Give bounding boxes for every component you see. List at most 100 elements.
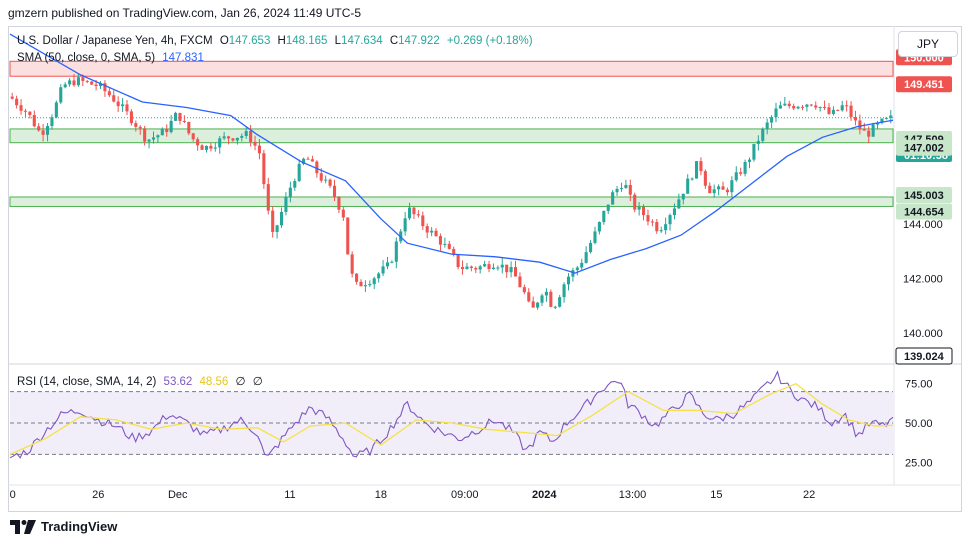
candle-body [116, 101, 120, 107]
candle-body [478, 266, 482, 270]
candle-body [385, 262, 390, 267]
candle-body [619, 188, 624, 190]
candle-body [182, 120, 186, 122]
candle-body [310, 159, 314, 162]
horizontal-zones [9, 60, 894, 207]
rsi-tick-label: 25.00 [905, 457, 933, 469]
candle-body [491, 267, 495, 270]
zone-red-0 [9, 60, 894, 77]
candle-body [319, 173, 323, 181]
rsi-line [9, 370, 894, 459]
main-legend[interactable]: U.S. Dollar / Japanese Yen, 4h, FXCM O14… [17, 35, 533, 47]
candle-body [196, 139, 200, 146]
candle-body [876, 122, 880, 125]
candle-body [553, 306, 557, 308]
price-labels: 150.000149.451147.92201:10:58147.509147.… [895, 49, 953, 365]
price-label-box [896, 203, 952, 220]
candle-body [672, 208, 677, 216]
candle-body [209, 145, 213, 149]
price-label-zone-red: 149.451 [896, 76, 952, 93]
axes: 140.000 142.000 144.000 25.00 50.00 75.00 0 26 D… [10, 219, 943, 501]
currency-button[interactable]: JPY [898, 31, 958, 57]
candle-body [858, 120, 862, 130]
candle-body [355, 273, 359, 282]
time-tick-label: 15 [710, 489, 722, 501]
price-tick-label: 140.000 [903, 328, 943, 340]
candle-body [611, 192, 615, 205]
rsi-legend[interactable]: RSI (14, close, SMA, 14, 2) 53.62 48.56 … [17, 374, 263, 388]
candle-body [849, 105, 853, 117]
candle-body [809, 104, 813, 106]
sma-value: 147.831 [162, 52, 204, 64]
candle-body [165, 129, 169, 133]
zone-green-2 [9, 196, 894, 207]
candle-body [589, 242, 593, 253]
candle-body [275, 225, 279, 232]
rsi-sma-line [9, 382, 894, 455]
candle-body [324, 179, 328, 181]
time-tick-label: 0 [10, 489, 16, 501]
sma-series [9, 33, 894, 274]
candle-body [730, 180, 734, 193]
time-tick-label: Dec [168, 489, 188, 501]
candle-body [867, 130, 871, 137]
candle-body [408, 207, 412, 219]
candle-body [306, 158, 310, 160]
tradingview-logo[interactable]: TradingView [10, 519, 117, 534]
candle-body [690, 178, 694, 180]
candle-body [739, 172, 743, 174]
candle-body [805, 104, 809, 107]
candle-body [425, 226, 429, 233]
candle-body [156, 135, 160, 138]
candle-body [677, 199, 681, 209]
zone-green-1 [9, 128, 894, 144]
candle-body [880, 118, 884, 123]
candle-body [602, 210, 606, 223]
candle-body [827, 107, 831, 114]
rsi-extra-1: ∅ [235, 376, 246, 388]
candle-body [747, 159, 752, 162]
candle-body [624, 184, 628, 189]
candle-body [226, 136, 231, 139]
candle-body [783, 103, 787, 106]
candle-body [341, 209, 345, 218]
price-label-box [896, 139, 952, 156]
candle-body [558, 297, 562, 307]
candle-body [840, 105, 844, 111]
price-label-zone-green: 145.003 [896, 186, 952, 203]
candle-body [800, 106, 805, 108]
candle-body [694, 161, 699, 179]
high-label: H [277, 35, 286, 47]
candle-body [174, 112, 178, 121]
sma-legend[interactable]: SMA (50, close, 0, SMA, 5) 147.831 [17, 52, 204, 64]
candle-body [332, 185, 337, 198]
candle-body [81, 77, 85, 81]
open-label: O [219, 35, 229, 47]
brand-text: TradingView [41, 519, 118, 534]
candle-body [368, 284, 372, 286]
time-tick-label: 13:00 [619, 489, 647, 501]
candle-body [94, 84, 98, 87]
price-label-text: 149.451 [904, 79, 944, 91]
candle-body [244, 131, 248, 137]
candle-body [125, 104, 129, 112]
candle-body [90, 81, 94, 85]
low-label: L [334, 35, 342, 47]
candle-body [615, 188, 619, 193]
candle-body [249, 131, 253, 142]
candle-body [699, 161, 703, 172]
candle-body [778, 105, 782, 109]
chart-frame[interactable] [8, 26, 962, 512]
sma-line [9, 33, 894, 274]
candle-body [717, 186, 721, 190]
candle-body [509, 267, 513, 273]
candle-body [792, 106, 796, 109]
candle-body [15, 98, 19, 106]
candle-body [845, 105, 849, 107]
candle-body [447, 243, 451, 249]
publisher-caption: gmzern published on TradingView.com, Jan… [8, 6, 362, 20]
candle-body [231, 138, 235, 141]
candle-body [774, 108, 778, 118]
candle-body [240, 136, 244, 138]
